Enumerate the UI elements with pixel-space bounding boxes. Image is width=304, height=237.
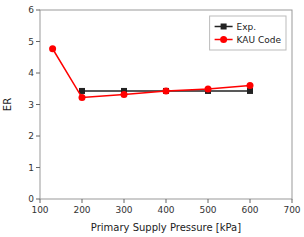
y-tick-label: 1 — [28, 163, 34, 173]
y-tick-label: 6 — [28, 5, 34, 15]
y-axis-label: ER — [2, 98, 13, 111]
point — [247, 82, 254, 89]
x-tick — [166, 199, 167, 203]
x-tick-label: 600 — [241, 205, 258, 215]
y-tick — [36, 199, 40, 200]
x-tick — [40, 199, 41, 203]
x-axis-label: Primary Supply Pressure [kPa] — [91, 222, 241, 233]
chart-container: 100 200 300 400 500 600 700 0 1 2 3 4 5 6 Primary Supp… — [0, 0, 304, 237]
x-tick-label: 200 — [73, 205, 90, 215]
x-tick-label: 500 — [199, 205, 216, 215]
x-tick — [292, 199, 293, 203]
point — [163, 88, 169, 94]
legend: Exp. KAU Code — [210, 16, 286, 50]
point — [163, 87, 170, 94]
x-tick-label: 100 — [31, 205, 48, 215]
point — [49, 45, 56, 52]
x-tick — [208, 199, 209, 203]
point — [79, 94, 86, 101]
point — [205, 86, 212, 93]
series-line — [53, 49, 250, 98]
x-tick — [82, 199, 83, 203]
y-tick-label: 0 — [28, 194, 34, 204]
y-tick-label: 4 — [28, 68, 34, 78]
legend-marker — [221, 24, 227, 30]
y-tick-label: 2 — [28, 131, 34, 141]
legend-label: KAU Code — [237, 35, 282, 45]
y-tick — [36, 167, 40, 168]
legend-marker — [220, 36, 227, 43]
point — [121, 91, 128, 98]
y-tick — [36, 104, 40, 105]
x-tick-label: 700 — [283, 205, 300, 215]
plot-frame — [40, 10, 292, 199]
x-tick — [124, 199, 125, 203]
y-tick — [36, 10, 40, 11]
x-tick-label: 300 — [115, 205, 132, 215]
chart: 100 200 300 400 500 600 700 0 1 2 3 4 5 6 Primary Supp… — [0, 0, 304, 237]
x-tick — [250, 199, 251, 203]
x-tick-label: 400 — [157, 205, 174, 215]
y-tick — [36, 73, 40, 74]
legend-box — [210, 16, 286, 50]
y-tick — [36, 136, 40, 137]
y-tick — [36, 41, 40, 42]
legend-label: Exp. — [237, 22, 257, 32]
plot-data — [49, 45, 253, 101]
y-tick-label: 3 — [28, 100, 34, 110]
y-tick-label: 5 — [28, 37, 34, 47]
